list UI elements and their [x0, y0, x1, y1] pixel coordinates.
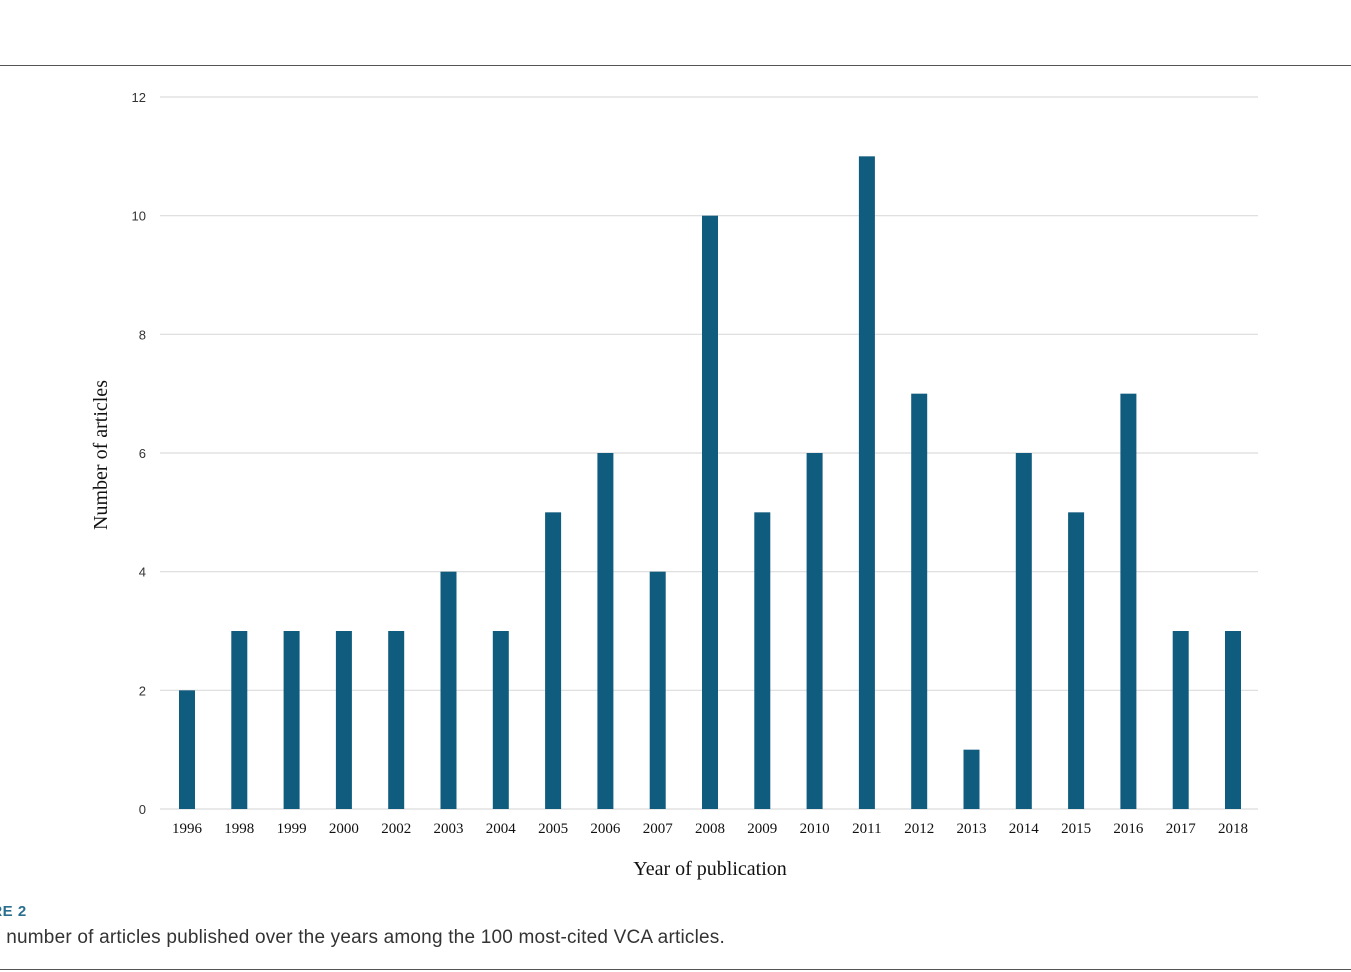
figure-label: URE 2: [0, 903, 27, 920]
x-tick-label: 2018: [1218, 821, 1248, 837]
x-tick-label: 2014: [1009, 821, 1040, 837]
x-tick-label: 2005: [538, 821, 568, 837]
bar-1999: [283, 631, 300, 809]
x-tick-label: 2006: [590, 821, 621, 837]
bar-2004: [492, 631, 509, 809]
y-axis-title: Number of articles: [90, 380, 112, 530]
x-axis-title: Year of publication: [633, 858, 787, 880]
x-tick-label: 2009: [747, 821, 777, 837]
bar-2000: [335, 631, 352, 809]
x-tick-label: 2016: [1113, 821, 1144, 837]
y-tick-label: 12: [132, 90, 146, 105]
bar-2014: [1015, 453, 1032, 809]
x-tick-label: 2007: [643, 821, 674, 837]
x-tick-label: 2002: [381, 821, 411, 837]
x-tick-label: 2003: [434, 821, 464, 837]
y-tick-label: 0: [139, 802, 146, 817]
y-tick-label: 8: [139, 327, 146, 342]
y-tick-label: 10: [132, 209, 146, 224]
top-rule: [0, 65, 1351, 66]
x-axis-ticks: 1996 1998 1999 2000 2002 2003 2004 2005 2006 2007…: [172, 821, 1248, 837]
bars: [179, 156, 1241, 810]
bar-2003: [440, 571, 457, 809]
x-tick-label: 2004: [486, 821, 517, 837]
bottom-rule: [0, 969, 1351, 970]
x-tick-label: 2011: [852, 821, 881, 837]
bar-2012: [911, 393, 928, 809]
bar-2006: [597, 453, 614, 809]
x-tick-label: 1999: [277, 821, 307, 837]
x-tick-label: 1996: [172, 821, 203, 837]
bar-2011: [858, 156, 875, 810]
bar-2016: [1120, 393, 1137, 809]
y-tick-label: 4: [139, 565, 146, 580]
bar-2017: [1172, 631, 1189, 809]
bar-2002: [388, 631, 405, 809]
bar-1996: [179, 690, 195, 809]
figure-caption: e number of articles published over the …: [0, 927, 725, 948]
y-axis-ticks: 0 2 4 6 8 10 12: [132, 90, 146, 817]
x-tick-label: 2010: [800, 821, 830, 837]
y-tick-label: 6: [139, 446, 146, 461]
x-tick-label: 2015: [1061, 821, 1091, 837]
bar-2018: [1225, 631, 1241, 809]
x-tick-label: 1998: [224, 821, 254, 837]
x-tick-label: 2000: [329, 821, 359, 837]
bar-2015: [1068, 512, 1085, 809]
x-tick-label: 2012: [904, 821, 934, 837]
bar-1998: [231, 631, 248, 809]
bar-2009: [754, 512, 771, 809]
bar-2010: [806, 453, 823, 809]
bar-2007: [649, 571, 666, 809]
x-tick-label: 2013: [957, 821, 987, 837]
x-tick-label: 2017: [1166, 821, 1197, 837]
y-tick-label: 2: [139, 683, 146, 698]
bar-2013: [963, 749, 980, 809]
bar-2005: [545, 512, 562, 809]
bar-2008: [702, 215, 718, 809]
x-tick-label: 2008: [695, 821, 725, 837]
bar-chart: 0 2 4 6 8 10 12 1996 1998 1999 2000 2002 2003 2004 20…: [90, 90, 1258, 880]
